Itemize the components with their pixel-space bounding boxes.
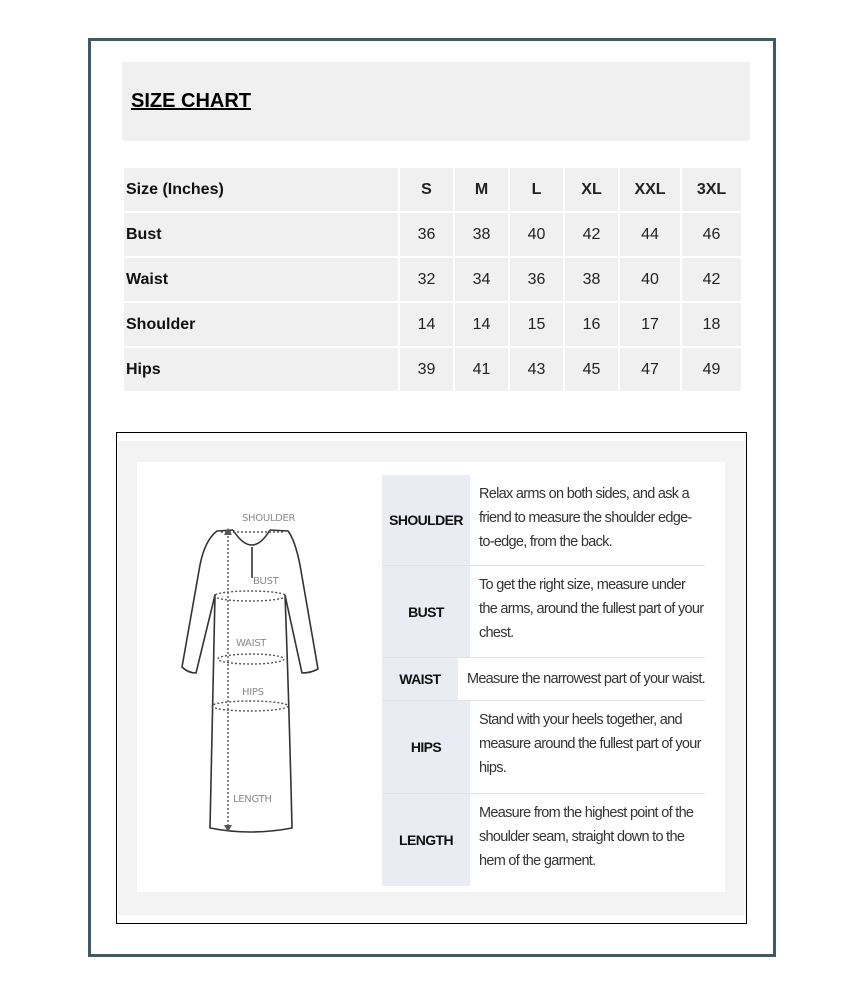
table-cell: 36 (510, 258, 563, 301)
header-cell: XL (565, 168, 618, 211)
instruction-text: To get the right size, measure under the… (479, 577, 704, 641)
title-banner: SIZE CHART (122, 62, 750, 141)
instruction-text: Measure from the highest point of the sh… (479, 805, 694, 869)
table-cell: 36 (400, 213, 453, 256)
table-cell: 16 (565, 303, 618, 346)
table-cell: 42 (565, 213, 618, 256)
diagram-label-length: LENGTH (233, 794, 272, 805)
table-row: Waist 32 34 36 38 40 42 (124, 258, 741, 301)
instruction-label: BUST (382, 566, 470, 657)
table-cell: 49 (682, 348, 741, 391)
header-cell: XXL (620, 168, 680, 211)
instruction-label: LENGTH (382, 794, 470, 886)
diagram-label-hips: HIPS (242, 687, 264, 698)
instruction-label: HIPS (382, 701, 470, 793)
diagram-label-waist: WAIST (236, 638, 267, 649)
instruction-label: WAIST (382, 658, 458, 700)
instruction-label: SHOULDER (382, 475, 470, 565)
table-cell: 44 (620, 213, 680, 256)
table-cell: 17 (620, 303, 680, 346)
table-cell: 38 (565, 258, 618, 301)
size-table: Size (Inches) S M L XL XXL 3XL Bust 36 3… (122, 166, 743, 393)
header-cell: 3XL (682, 168, 741, 211)
table-row: Hips 39 41 43 45 47 49 (124, 348, 741, 391)
measurement-instructions: SHOULDER Relax arms on both sides, and a… (382, 475, 706, 886)
table-cell: 42 (682, 258, 741, 301)
table-cell: 40 (510, 213, 563, 256)
table-header-row: Size (Inches) S M L XL XXL 3XL (124, 168, 741, 211)
instruction-row-shoulder: SHOULDER Relax arms on both sides, and a… (382, 475, 705, 566)
table-cell: 34 (455, 258, 508, 301)
table-cell: 40 (620, 258, 680, 301)
row-label: Bust (124, 213, 398, 256)
page-title: SIZE CHART (131, 90, 251, 112)
diagram-label-shoulder: SHOULDER (242, 513, 296, 524)
header-cell: S (400, 168, 453, 211)
instruction-row-hips: HIPS Stand with your heels together, and… (382, 701, 705, 794)
outer-frame (88, 38, 776, 957)
header-cell: L (510, 168, 563, 211)
table-cell: 14 (455, 303, 508, 346)
instruction-row-length: LENGTH Measure from the highest point of… (382, 794, 705, 886)
table-cell: 32 (400, 258, 453, 301)
header-cell: M (455, 168, 508, 211)
row-label: Waist (124, 258, 398, 301)
table-cell: 14 (400, 303, 453, 346)
instruction-text: Measure the narrowest part of your waist… (466, 671, 706, 687)
table-cell: 47 (620, 348, 680, 391)
instruction-text: Relax arms on both sides, and ask a frie… (479, 486, 692, 550)
table-row: Bust 36 38 40 42 44 46 (124, 213, 741, 256)
instruction-row-waist: WAIST Measure the narrowest part of your… (382, 658, 706, 701)
diagram-label-bust: BUST (253, 576, 280, 587)
table-cell: 38 (455, 213, 508, 256)
header-cell: Size (Inches) (124, 168, 398, 211)
instruction-text: Stand with your heels together, and meas… (479, 712, 701, 776)
table-cell: 41 (455, 348, 508, 391)
table-cell: 15 (510, 303, 563, 346)
table-row: Shoulder 14 14 15 16 17 18 (124, 303, 741, 346)
dress-diagram-icon: SHOULDER BUST WAIST HIPS LENGTH (181, 513, 319, 833)
table-cell: 43 (510, 348, 563, 391)
table-cell: 18 (682, 303, 741, 346)
table-cell: 45 (565, 348, 618, 391)
row-label: Hips (124, 348, 398, 391)
row-label: Shoulder (124, 303, 398, 346)
table-cell: 39 (400, 348, 453, 391)
instruction-row-bust: BUST To get the right size, measure unde… (382, 566, 705, 658)
table-cell: 46 (682, 213, 741, 256)
